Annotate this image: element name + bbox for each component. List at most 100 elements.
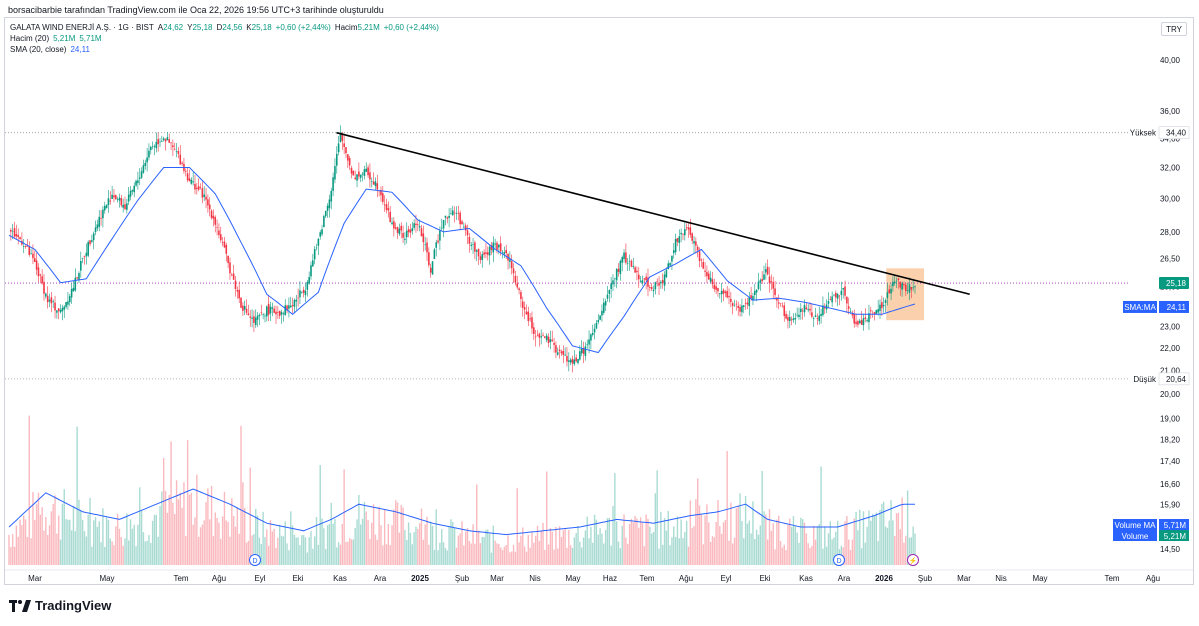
volume-bar — [398, 532, 401, 565]
volume-bar — [43, 530, 45, 565]
volume-bar — [249, 467, 251, 565]
symbol-name[interactable]: GALATA WIND ENERJİ A.Ş. · 1G · BIST — [10, 23, 154, 32]
candle-body — [660, 281, 662, 284]
candle-body — [682, 233, 684, 235]
candle-body — [170, 142, 172, 144]
volume-bar — [409, 532, 412, 565]
candle-body — [777, 302, 780, 304]
volume-bar — [803, 522, 806, 565]
volume-bar — [674, 537, 677, 565]
candle-body — [569, 359, 572, 363]
candle-body — [218, 230, 220, 236]
volume-bar — [645, 514, 647, 565]
volume-ma-line — [8, 488, 915, 536]
volume-bar — [150, 542, 152, 565]
x-tick-label: Ağu — [1146, 574, 1160, 583]
volume-bar — [65, 519, 67, 565]
volume-bar — [385, 544, 388, 565]
volume-bar — [654, 493, 657, 565]
volume-bar — [402, 507, 404, 565]
candle-body — [836, 294, 839, 299]
candle-body — [897, 278, 900, 281]
candle-body — [470, 244, 473, 246]
candle-body — [689, 227, 692, 235]
candle-body — [899, 281, 902, 288]
volume-bar — [639, 517, 642, 565]
volume-bar — [240, 425, 242, 565]
legend-sma-indicator[interactable]: SMA (20, close) 24,11 — [10, 44, 439, 55]
candle-body — [39, 274, 42, 276]
volume-bar — [17, 536, 19, 565]
volume-indicator-name: Hacim (20) — [10, 34, 50, 43]
candle-body — [914, 286, 916, 288]
volume-bar — [446, 550, 448, 565]
candle-body — [713, 284, 716, 289]
candle-body — [549, 339, 552, 343]
candle-body — [192, 181, 194, 183]
volume-bar — [407, 522, 410, 565]
volume-label: Hacim — [334, 23, 358, 32]
candle-body — [127, 194, 130, 202]
volume-bar — [844, 521, 846, 565]
volume-bar — [290, 511, 292, 565]
volume-bar — [875, 512, 878, 565]
tradingview-brand[interactable]: TradingView — [9, 598, 111, 613]
candle-body — [264, 315, 266, 317]
candle-body — [306, 281, 309, 290]
volume-tag-box — [1113, 519, 1157, 530]
volume-value: 5,21M — [1164, 532, 1187, 541]
candle-body — [153, 145, 156, 147]
candle-body — [326, 205, 329, 211]
candle-body — [267, 303, 270, 315]
volume-bar — [892, 520, 894, 565]
currency-selector[interactable]: TRY — [1161, 22, 1187, 36]
candle-body — [446, 217, 449, 219]
volume-bar — [453, 528, 456, 565]
candle-body — [510, 261, 513, 269]
volume-bar — [790, 526, 793, 565]
candle-body — [722, 289, 725, 294]
volume-bar — [177, 499, 180, 565]
volume-bar — [770, 530, 773, 565]
volume-bar — [256, 515, 259, 565]
volume-tag: Volume — [1122, 532, 1149, 541]
candle-body — [577, 358, 579, 364]
volume-bar — [293, 534, 296, 565]
volume-bar — [608, 517, 611, 565]
volume-bar — [617, 541, 620, 565]
tradingview-brand-text: TradingView — [35, 598, 112, 613]
volume-bar — [253, 534, 255, 565]
level-value-box — [1158, 126, 1190, 139]
candle-body — [833, 294, 835, 296]
volume-bar — [766, 539, 769, 565]
candle-body — [667, 263, 670, 270]
legend-volume-indicator[interactable]: Hacim (20) 5,21M 5,71M — [10, 33, 439, 44]
candle-body — [92, 233, 95, 241]
candle-body — [486, 252, 489, 255]
volume-bar — [833, 537, 835, 565]
volume-bar — [140, 510, 143, 565]
volume-bar — [903, 542, 905, 565]
volume-bar — [269, 520, 272, 565]
candle-body — [194, 183, 196, 190]
candle-body — [418, 226, 421, 228]
volume-bar — [245, 542, 248, 565]
sma-indicator-name: SMA (20, close) — [10, 45, 67, 54]
candle-body — [260, 312, 263, 313]
candle-body — [709, 277, 712, 282]
candle-body — [814, 315, 817, 317]
candle-body — [464, 225, 467, 231]
volume-bar — [63, 489, 65, 565]
volume-bar — [280, 535, 283, 565]
volume-bar — [685, 520, 688, 565]
candle-body — [672, 250, 675, 254]
volume-bar — [744, 495, 747, 565]
candle-body — [857, 321, 859, 325]
candle-body — [216, 227, 218, 228]
candle-body — [691, 233, 693, 241]
volume-bar — [814, 539, 817, 565]
candle-body — [251, 317, 253, 319]
volume-bar — [485, 529, 487, 565]
candle-body — [440, 227, 443, 229]
